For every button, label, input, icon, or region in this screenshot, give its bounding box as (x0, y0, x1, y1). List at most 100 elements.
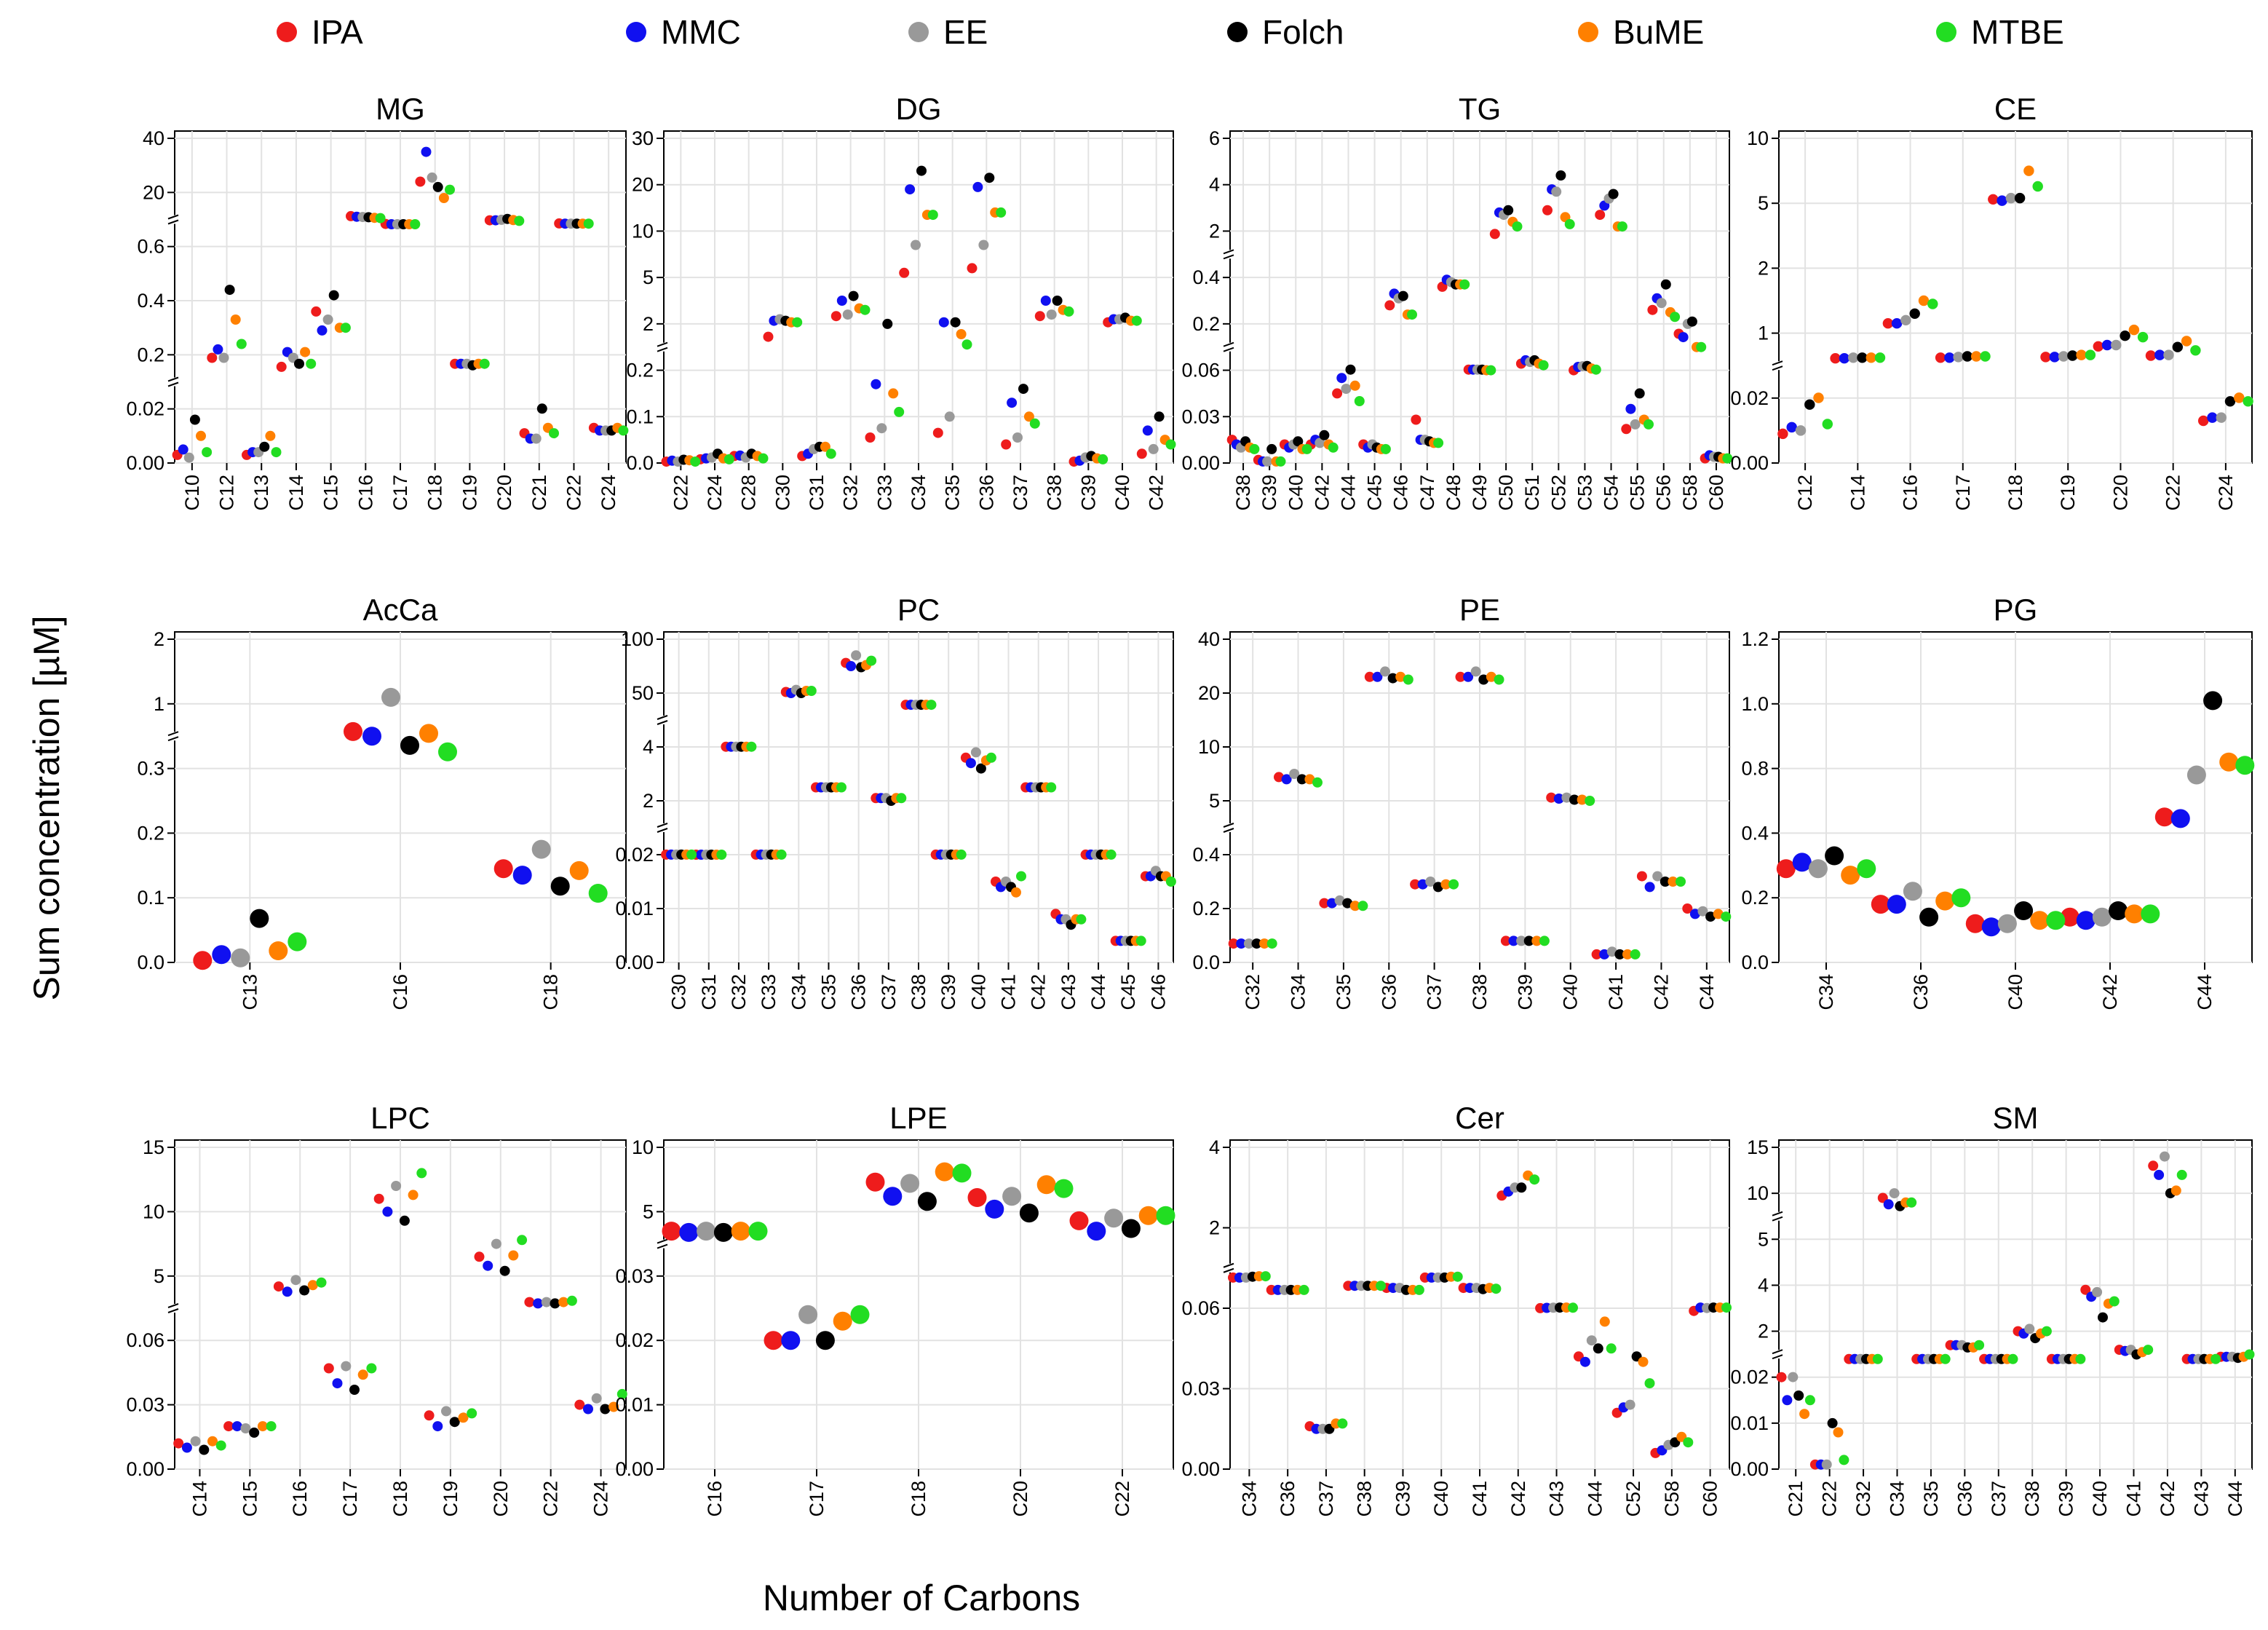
point-lpe-ee-c18 (900, 1174, 920, 1193)
point-ce-bume-c14 (1865, 352, 1877, 363)
x-tick-label-c21: C21 (528, 475, 550, 511)
point-lpe-mmc-c16 (679, 1222, 699, 1242)
x-tick-label-c13: C13 (239, 974, 261, 1010)
point-mg-ee-c15 (322, 314, 333, 325)
point-pg-ipa-c40 (1965, 914, 1985, 933)
point-ce-ipa-c20 (2093, 341, 2104, 352)
point-tg-mtbe-c48 (1459, 279, 1470, 290)
point-pe-bume-c44 (1713, 909, 1724, 919)
x-tick-label-c38: C38 (1232, 475, 1254, 511)
y-tick-label: 1.0 (1741, 693, 1769, 715)
point-lpc-mmc-c15 (231, 1421, 242, 1432)
point-tg-mtbe-c49 (1486, 365, 1496, 376)
point-pg-mmc-c36 (1887, 895, 1906, 914)
x-tick-label-c41: C41 (2123, 1481, 2145, 1517)
point-tg-mtbe-c46 (1407, 309, 1417, 320)
point-ce-ipa-c18 (1988, 194, 1999, 205)
legend-marker-ipa (277, 22, 297, 42)
point-lpc-mtbe-c19 (467, 1408, 477, 1419)
point-pe-folch-c37 (1432, 882, 1443, 893)
x-tick-label-c43: C43 (1546, 1481, 1568, 1517)
y-tick-label: 4 (1209, 1136, 1220, 1158)
x-tick-label-c37: C37 (1010, 475, 1031, 511)
point-pc-mtbe-c37 (896, 793, 907, 804)
point-pc-folch-c40 (975, 763, 986, 774)
point-lpe-bume-c22 (1138, 1206, 1158, 1225)
point-pe-mtbe-c36 (1403, 674, 1413, 685)
point-pe-ee-c42 (1652, 871, 1663, 882)
point-ce-folch-c22 (2172, 341, 2184, 352)
panel-title-mg: MG (376, 92, 425, 126)
point-tg-ee-c42 (1315, 438, 1325, 448)
point-acca-ipa-c16 (344, 721, 362, 741)
point-mg-mtbe-c17 (410, 219, 421, 229)
point-pe-mtbe-c40 (1585, 796, 1595, 806)
x-tick-label-c41: C41 (1469, 1481, 1491, 1517)
x-tick-label-c15: C15 (320, 475, 342, 511)
x-tick-label-c37: C37 (1424, 974, 1446, 1010)
point-pg-ee-c36 (1903, 882, 1922, 901)
point-pe-bume-c34 (1304, 774, 1315, 785)
point-lpc-folch-c18 (399, 1215, 410, 1226)
point-tg-ee-c52 (1551, 186, 1562, 197)
point-acca-bume-c16 (419, 724, 438, 743)
point-tg-folch-c44 (1345, 364, 1356, 375)
point-lpe-ee-c22 (1104, 1208, 1124, 1228)
point-pc-mtbe-c30 (686, 849, 697, 860)
x-tick-label-c14: C14 (189, 1481, 210, 1517)
point-pe-mtbe-c38 (1494, 674, 1504, 685)
point-tg-mtbe-c45 (1380, 443, 1391, 454)
point-dg-folch-c36 (984, 173, 995, 183)
point-ce-folch-c20 (2120, 330, 2130, 341)
point-pe-mmc-c39 (1508, 935, 1519, 946)
x-tick-label-c19: C19 (459, 475, 480, 511)
point-mg-ipa-c12 (207, 352, 218, 363)
point-dg-ipa-c36 (967, 263, 978, 274)
point-pg-ee-c40 (1997, 914, 2017, 933)
point-pe-ee-c40 (1561, 792, 1572, 803)
point-dg-ee-c34 (911, 240, 921, 250)
x-tick-label-c40: C40 (967, 974, 989, 1010)
point-sm-ipa-c21 (1776, 1372, 1787, 1382)
point-pe-bume-c36 (1395, 671, 1406, 682)
point-pc-ee-c36 (851, 650, 862, 661)
x-tick-label-c17: C17 (806, 1481, 828, 1517)
point-lpe-folch-c17 (815, 1331, 835, 1350)
point-lpc-ee-c16 (290, 1275, 301, 1286)
point-tg-ee-c44 (1341, 384, 1352, 395)
x-tick-label-c38: C38 (1044, 475, 1066, 511)
point-mg-bume-c12 (230, 314, 241, 325)
point-tg-mtbe-c56 (1670, 312, 1681, 323)
x-tick-label-c40: C40 (1285, 475, 1307, 511)
axis-break-mark (1772, 1211, 1783, 1216)
x-tick-label-c42: C42 (1507, 1481, 1529, 1517)
y-tick-label: 50 (632, 682, 654, 704)
point-tg-folch-c42 (1319, 430, 1330, 440)
point-cer-mtbe-c52 (1644, 1378, 1655, 1389)
x-tick-label-c18: C18 (908, 1481, 929, 1517)
point-sm-mtbe-c21 (1804, 1395, 1815, 1406)
y-tick-label: 4 (1758, 1274, 1769, 1296)
point-lpc-ipa-c15 (223, 1421, 234, 1432)
point-dg-ipa-c38 (1034, 311, 1045, 322)
point-cer-mtbe-c43 (1568, 1302, 1578, 1313)
point-ce-ipa-c19 (2040, 352, 2051, 363)
x-tick-label-c37: C37 (1315, 1481, 1337, 1517)
y-tick-label: 0.06 (1181, 1297, 1220, 1319)
y-tick-label: 0.02 (1730, 1366, 1769, 1388)
legend-marker-ee (908, 22, 929, 42)
point-pc-mtbe-c42 (1046, 782, 1057, 793)
y-tick-label: 0.01 (1730, 1412, 1769, 1434)
point-sm-mtbe-c34 (1906, 1197, 1917, 1208)
x-tick-label-c22: C22 (2162, 475, 2184, 511)
x-tick-label-c42: C42 (2157, 1481, 2178, 1517)
y-tick-label: 20 (1198, 682, 1220, 704)
point-acca-mtbe-c13 (288, 932, 307, 952)
point-mg-bume-c18 (438, 193, 449, 203)
point-ce-ee-c19 (2058, 351, 2069, 362)
point-dg-folch-c38 (1052, 296, 1063, 306)
point-mg-folch-c18 (432, 181, 443, 192)
point-lpc-mtbe-c17 (366, 1363, 377, 1374)
y-tick-label: 2 (154, 628, 164, 650)
x-tick-label-c31: C31 (806, 475, 828, 511)
